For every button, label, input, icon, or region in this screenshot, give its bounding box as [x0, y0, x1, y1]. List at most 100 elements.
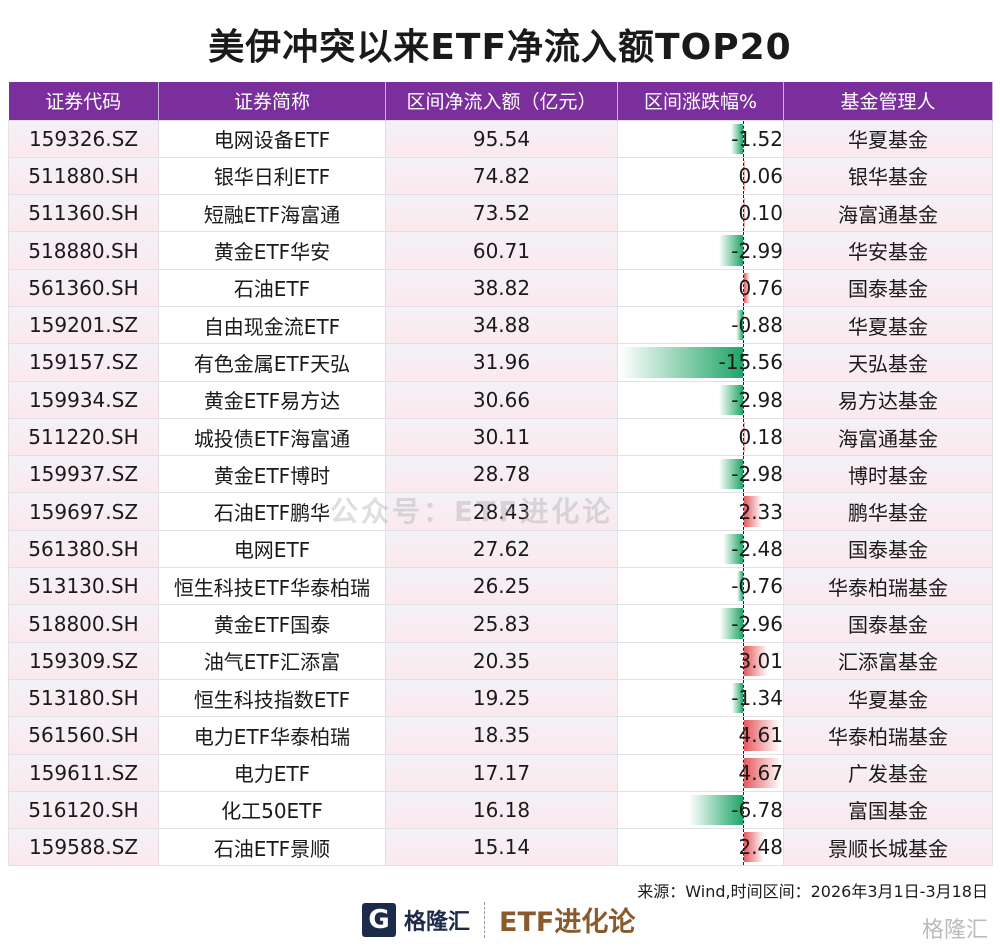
negative-bar: [736, 571, 743, 602]
table-row: 513130.SH 恒生科技ETF华泰柏瑞 26.25 -0.76 华泰柏瑞基金: [8, 567, 993, 606]
change-value: 4.61: [738, 723, 783, 748]
cell-manager: 汇添富基金: [783, 641, 993, 680]
positive-bar: [744, 272, 750, 303]
cell-manager: 华泰柏瑞基金: [783, 716, 993, 755]
cell-code: 561380.SH: [8, 529, 159, 569]
table-row: 561360.SH 石油ETF 38.82 0.76 国泰基金: [8, 268, 993, 307]
header-code: 证券代码: [8, 82, 159, 120]
change-value: -0.88: [731, 313, 783, 338]
cell-change: 0.10: [617, 194, 784, 233]
cell-inflow: 74.82: [385, 156, 618, 196]
cell-change: -0.88: [617, 305, 784, 345]
zero-axis: [743, 679, 744, 717]
positive-bar: [744, 645, 768, 676]
change-value: -2.48: [731, 536, 783, 561]
table-row: 159934.SZ 黄金ETF易方达 30.66 -2.98 易方达基金: [8, 380, 993, 419]
zero-axis: [743, 195, 744, 232]
cell-change: 4.67: [617, 753, 784, 792]
positive-bar: [744, 757, 781, 788]
change-value: 2.48: [738, 835, 783, 860]
cell-name: 电网设备ETF: [158, 119, 386, 158]
table-row: 561560.SH 电力ETF华泰柏瑞 18.35 4.61 华泰柏瑞基金: [8, 716, 993, 755]
cell-code: 511360.SH: [8, 194, 159, 233]
cell-change: 0.06: [617, 156, 784, 196]
table-row: 518880.SH 黄金ETF华安 60.71 -2.99 华安基金: [8, 231, 993, 270]
cell-code: 516120.SH: [8, 790, 159, 830]
cell-manager: 天弘基金: [783, 343, 993, 382]
change-value: -2.96: [731, 611, 783, 636]
cell-name: 电力ETF华泰柏瑞: [158, 716, 386, 755]
table-row: 159326.SZ 电网设备ETF 95.54 -1.52 华夏基金: [8, 119, 993, 158]
cell-inflow: 16.18: [385, 790, 618, 830]
cell-code: 159201.SZ: [8, 305, 159, 345]
cell-change: 2.48: [617, 828, 784, 867]
cell-manager: 国泰基金: [783, 529, 993, 569]
source-note: 来源：Wind,时间区间：2026年3月1日-3月18日: [637, 882, 988, 901]
header-name: 证券简称: [158, 82, 386, 120]
zero-axis: [743, 605, 744, 642]
cell-manager: 鹏华基金: [783, 492, 993, 531]
table-row: 518800.SH 黄金ETF国泰 25.83 -2.96 国泰基金: [8, 604, 993, 643]
cell-code: 511880.SH: [8, 156, 159, 196]
cell-code: 513180.SH: [8, 678, 159, 718]
change-value: -2.98: [731, 462, 783, 487]
cell-name: 黄金ETF华安: [158, 231, 386, 270]
negative-bar: [719, 608, 743, 639]
cell-code: 159934.SZ: [8, 380, 159, 419]
cell-inflow: 26.25: [385, 567, 618, 606]
change-value: 0.10: [738, 201, 783, 226]
cell-manager: 国泰基金: [783, 604, 993, 643]
change-value: -15.56: [718, 350, 783, 375]
divider: [484, 901, 486, 938]
zero-axis: [743, 232, 744, 269]
header-manager: 基金管理人: [783, 82, 993, 120]
zero-axis: [743, 568, 744, 605]
cell-change: 4.61: [617, 716, 784, 755]
cell-change: -6.78: [617, 790, 784, 830]
cell-change: -2.48: [617, 529, 784, 569]
cell-inflow: 60.71: [385, 231, 618, 270]
cell-code: 159697.SZ: [8, 492, 159, 531]
cell-inflow: 25.83: [385, 604, 618, 643]
cell-inflow: 34.88: [385, 305, 618, 345]
cell-name: 化工50ETF: [158, 790, 386, 830]
cell-manager: 国泰基金: [783, 268, 993, 307]
zero-axis: [743, 157, 744, 195]
cell-name: 短融ETF海富通: [158, 194, 386, 233]
positive-bar: [744, 832, 764, 863]
cell-manager: 海富通基金: [783, 194, 993, 233]
zero-axis: [743, 717, 744, 754]
table-row: 511880.SH 银华日利ETF 74.82 0.06 银华基金: [8, 156, 993, 196]
cell-change: -1.34: [617, 678, 784, 718]
cell-change: -2.98: [617, 455, 784, 494]
cell-change: -2.96: [617, 604, 784, 643]
zero-axis: [743, 306, 744, 344]
zero-axis: [743, 381, 744, 418]
brand-name: 格隆汇: [404, 909, 471, 935]
cell-inflow: 30.11: [385, 417, 618, 457]
table-row: 159309.SZ 油气ETF汇添富 20.35 3.01 汇添富基金: [8, 641, 993, 680]
negative-bar: [736, 309, 743, 341]
cell-change: -15.56: [617, 343, 784, 382]
table-row: 159937.SZ 黄金ETF博时 28.78 -2.98 博时基金: [8, 455, 993, 494]
negative-bar: [719, 235, 743, 266]
cell-name: 黄金ETF博时: [158, 455, 386, 494]
cell-manager: 华泰柏瑞基金: [783, 567, 993, 606]
cell-manager: 富国基金: [783, 790, 993, 830]
cell-manager: 博时基金: [783, 455, 993, 494]
cell-name: 电力ETF: [158, 753, 386, 792]
negative-bar: [719, 459, 743, 490]
cell-name: 石油ETF: [158, 268, 386, 307]
cell-change: -1.52: [617, 119, 784, 158]
cell-change: 0.76: [617, 268, 784, 307]
cell-inflow: 28.43: [385, 492, 618, 531]
table-row: 159157.SZ 有色金属ETF天弘 31.96 -15.56 天弘基金: [8, 343, 993, 382]
cell-manager: 华夏基金: [783, 305, 993, 345]
cell-change: 3.01: [617, 641, 784, 680]
zero-axis: [743, 642, 744, 679]
cell-manager: 华夏基金: [783, 119, 993, 158]
cell-inflow: 19.25: [385, 678, 618, 718]
table-row: 516120.SH 化工50ETF 16.18 -6.78 富国基金: [8, 790, 993, 830]
header-inflow: 区间净流入额（亿元）: [385, 82, 618, 120]
cell-inflow: 15.14: [385, 828, 618, 867]
